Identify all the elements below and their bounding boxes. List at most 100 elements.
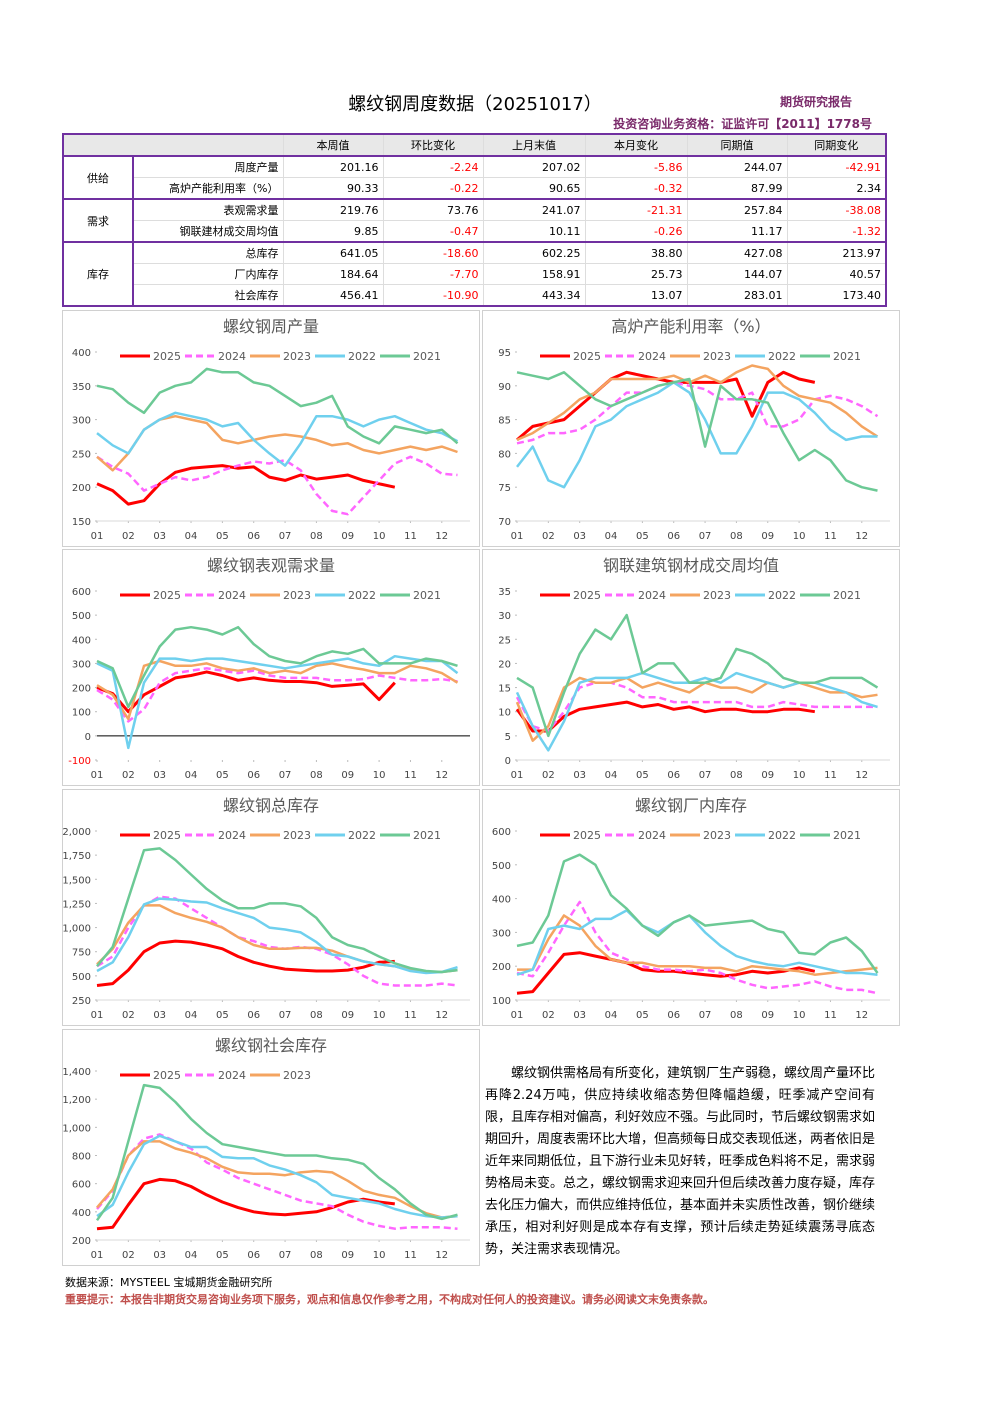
x-tick-label: 08 (730, 770, 743, 781)
x-tick-label: 06 (667, 531, 680, 542)
x-tick-label: 02 (542, 531, 555, 542)
legend-label: 2022 (348, 589, 376, 602)
line (515, 671, 878, 752)
value-cell: -7.70 (382, 263, 484, 285)
line (96, 847, 458, 974)
x-tick-label: 02 (122, 1250, 135, 1261)
x-tick-label: 05 (636, 531, 649, 542)
data-source: 数据来源：MYSTEEL 宝城期货金融研究所 (65, 1276, 273, 1289)
value-cell: 25.73 (584, 263, 688, 285)
x-tick-label: 01 (91, 1010, 104, 1021)
y-tick-label: 750 (72, 948, 91, 959)
value-cell: 244.07 (686, 155, 788, 178)
table-row: 库存 总库存 641.05 -18.60 602.25 38.80 427.08 213.97 (62, 241, 887, 307)
x-tick-label: 07 (279, 1010, 292, 1021)
y-tick-label: 1,000 (62, 924, 91, 935)
x-tick-label: 03 (153, 1250, 166, 1261)
y-tick-label: 400 (492, 895, 511, 906)
header-cell: 同期变化 (786, 133, 887, 157)
line (516, 900, 878, 995)
y-tick-label: 400 (72, 635, 91, 646)
line (96, 654, 459, 750)
header-cell: 环比变化 (382, 133, 484, 157)
x-tick-label: 12 (855, 531, 868, 542)
value-cell: 219.76 (282, 198, 384, 221)
x-tick-label: 04 (605, 770, 618, 781)
legend-label: 2025 (153, 829, 181, 842)
y-tick-label: 95 (498, 348, 511, 359)
y-tick-label: 600 (72, 587, 91, 598)
x-tick-label: 04 (185, 1250, 198, 1261)
legend-label: 2023 (703, 829, 731, 842)
x-tick-label: 03 (573, 531, 586, 542)
line (516, 853, 879, 974)
x-tick-label: 09 (761, 770, 774, 781)
x-tick-label: 02 (542, 1010, 555, 1021)
chart: 螺纹钢表观需求量 -100 0 100 200 300 400 500 600 01 02 03 04 0… (62, 549, 480, 786)
x-tick-label: 05 (216, 1010, 229, 1021)
x-tick-label: 07 (699, 531, 712, 542)
value-cell: -42.91 (786, 155, 887, 178)
legend-label: 2021 (413, 589, 441, 602)
x-tick-label: 05 (636, 1010, 649, 1021)
legend-label: 2022 (768, 829, 796, 842)
chart: 高炉产能利用率（%） 70 75 80 85 90 95 01 02 03 04 05 06 07 08 09… (482, 310, 900, 547)
y-tick-label: 0 (85, 732, 91, 743)
y-tick-label: 500 (72, 972, 91, 983)
value-cell: 456.41 (282, 284, 384, 307)
value-cell: -0.32 (584, 177, 688, 200)
value-cell: 38.80 (584, 241, 688, 264)
x-tick-label: 11 (824, 1010, 837, 1021)
table-row: 需求 表观需求量 219.76 73.76 241.07 -21.31 257.84 -38.… (62, 198, 887, 243)
y-tick-label: 5 (505, 732, 511, 743)
header-row: 本周值 环比变化 上月末值 本月变化 同期值 同期变化 (62, 133, 887, 157)
row-label: 高炉产能利用率（%） (132, 177, 284, 200)
y-tick-label: 1,000 (62, 1123, 91, 1134)
line (96, 670, 396, 714)
y-tick-label: 200 (72, 684, 91, 695)
x-tick-label: 08 (310, 1010, 323, 1021)
value-cell: -10.90 (382, 284, 484, 307)
value-cell: 10.11 (482, 220, 586, 243)
y-tick-label: 100 (492, 996, 511, 1007)
legend-label: 2024 (218, 350, 246, 363)
chart: 螺纹钢周产量 150 200 250 300 350 400 01 02 03 04 05 06 07 08… (62, 310, 480, 547)
value-cell: -18.60 (382, 241, 484, 264)
x-tick-label: 11 (404, 1010, 417, 1021)
value-cell: 90.33 (282, 177, 384, 200)
x-tick-label: 08 (310, 1250, 323, 1261)
line (96, 625, 458, 709)
line (96, 411, 459, 467)
line (516, 909, 878, 976)
chart: 螺纹钢社会库存 200 400 600 800 1,000 1,200 1,400 01 02 03… (62, 1029, 480, 1266)
y-tick-label: 80 (498, 449, 511, 460)
value-cell: -38.08 (786, 198, 887, 221)
data-table: 本周值 环比变化 上月末值 本月变化 同期值 同期变化 供给 周度产量 201.16 -2.24 2… (62, 133, 887, 307)
x-tick-label: 05 (216, 1250, 229, 1261)
line (96, 367, 459, 445)
y-tick-label: 35 (498, 587, 511, 598)
x-tick-label: 06 (667, 770, 680, 781)
line (516, 381, 878, 489)
x-tick-label: 10 (793, 1010, 806, 1021)
x-tick-label: 03 (573, 770, 586, 781)
chart-title: 高炉产能利用率（%） (611, 317, 770, 336)
header-cell: 同期值 (686, 133, 788, 157)
y-tick-label: 20 (498, 659, 511, 670)
x-tick-label: 12 (855, 770, 868, 781)
x-tick-label: 03 (153, 531, 166, 542)
x-tick-label: 05 (216, 531, 229, 542)
table-row: 钢联建材成交周均值 9.85 -0.47 10.11 -0.26 11.17 -1.32 (63, 220, 887, 243)
line (96, 1140, 458, 1219)
legend-label: 2023 (283, 350, 311, 363)
x-tick-label: 06 (667, 1010, 680, 1021)
value-cell: 73.76 (382, 198, 484, 221)
legend-label: 2021 (413, 350, 441, 363)
value-cell: -5.86 (584, 155, 688, 178)
report-type: 期货研究报告 (780, 95, 853, 109)
x-tick-label: 03 (153, 770, 166, 781)
x-tick-label: 01 (511, 770, 524, 781)
x-tick-label: 10 (373, 770, 386, 781)
y-tick-label: 300 (492, 928, 511, 939)
x-tick-label: 12 (855, 1010, 868, 1021)
